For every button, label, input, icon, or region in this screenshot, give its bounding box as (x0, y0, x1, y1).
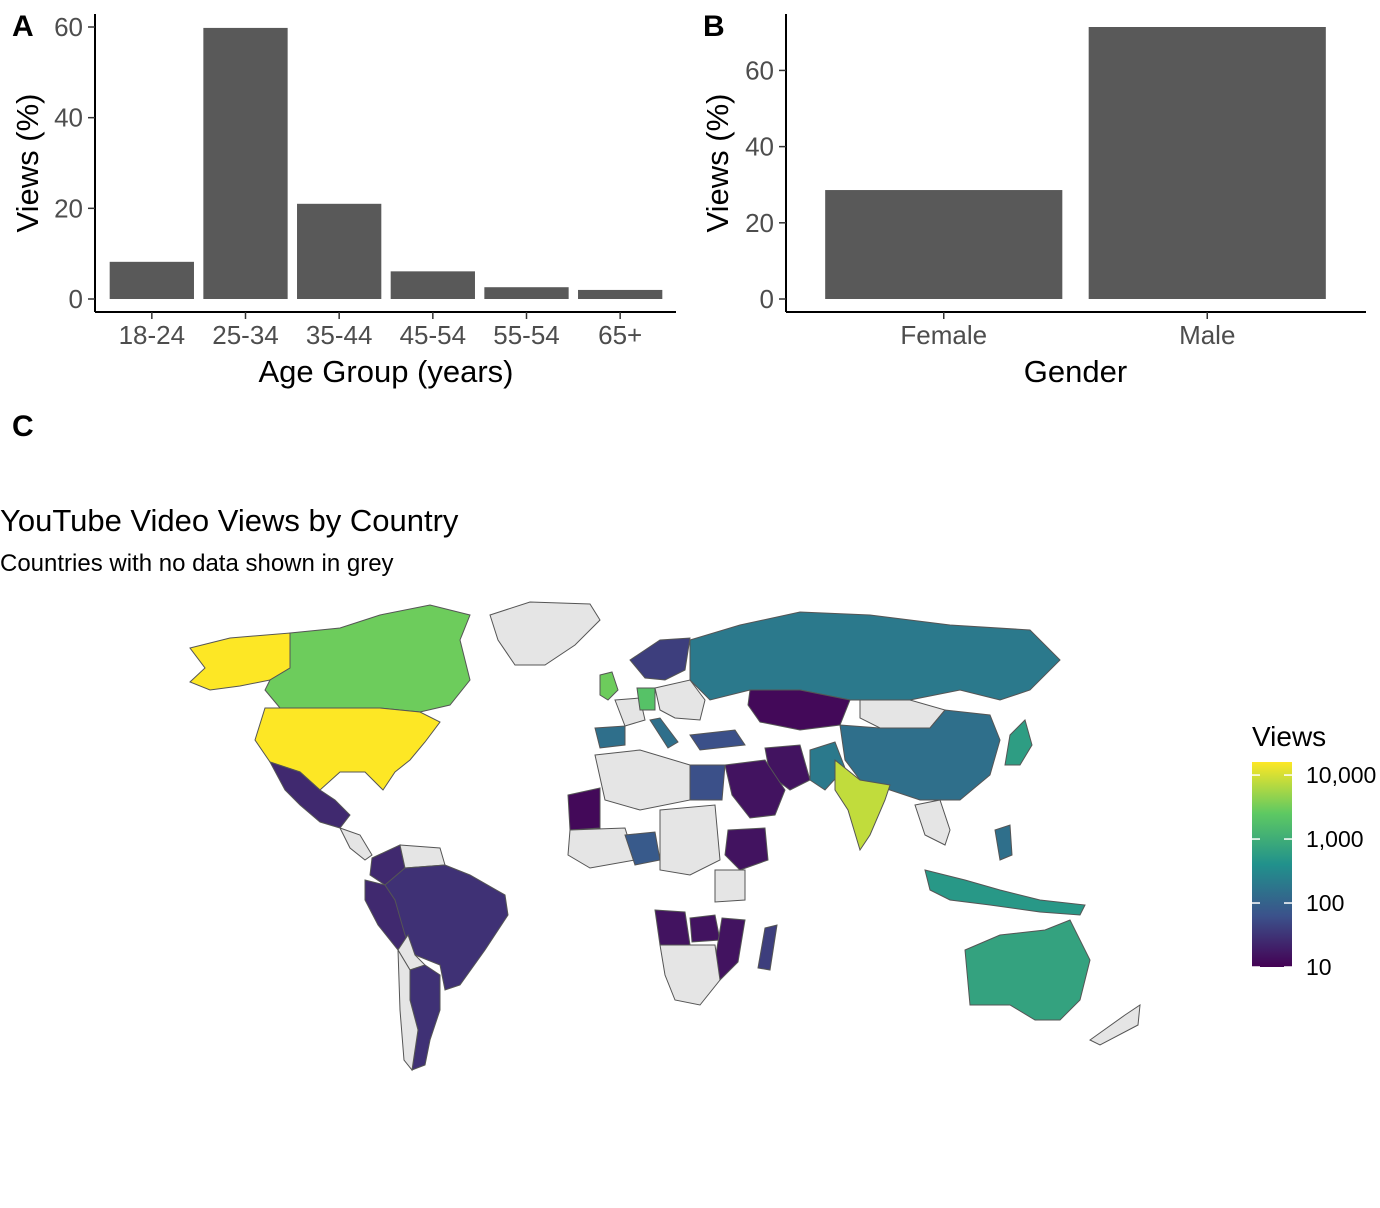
world-map (189, 601, 1141, 1072)
panel-label-b: B (703, 10, 725, 43)
map-region-saudi-arabia (724, 759, 786, 819)
map-region-new-zealand (1089, 1003, 1141, 1046)
gender-y-tick-label: 40 (745, 132, 774, 162)
gender-bar-male (1088, 27, 1326, 299)
map-region-central-africa (659, 804, 721, 876)
age-y-tick-label: 0 (69, 284, 83, 314)
map-region-scandinavia (629, 637, 691, 681)
map-region-zambia (689, 914, 721, 943)
map-region-philippines (994, 824, 1013, 861)
age-x-tick-label: 25-34 (212, 320, 279, 350)
age-bar-35-44 (297, 203, 382, 299)
map-region-japan (1004, 719, 1033, 766)
age-x-tick-label: 65+ (598, 320, 642, 350)
map-region-germany (636, 687, 656, 711)
map-region-madagascar (757, 924, 778, 971)
age-x-tick-label: 55-54 (493, 320, 560, 350)
map-region-canada (264, 604, 471, 713)
map-region-australia (964, 919, 1091, 1021)
age-bar-25-34 (203, 27, 288, 299)
panel-label-a: A (12, 10, 34, 43)
map-region-southern-africa (659, 944, 721, 1006)
map-region-india (834, 758, 891, 852)
map-region-egypt (689, 764, 726, 801)
gender-y-tick-label: 20 (745, 208, 774, 238)
age-bar-18-24 (109, 261, 194, 299)
age-group-bar-chart: 0 20 40 60 18-24 25-34 35-44 45-54 55-54 65+ Age G… (10, 12, 676, 389)
map-region-chile (397, 948, 419, 1072)
map-region-kenya (714, 869, 746, 903)
gender-y-axis-title: Views (%) (700, 94, 735, 233)
age-bar-55-54 (484, 287, 569, 299)
legend-tick-label: 10 (1306, 954, 1332, 980)
map-region-venezuela (399, 844, 446, 869)
map-region-ethiopia (724, 827, 769, 871)
gender-bar-female (825, 190, 1063, 299)
age-x-axis-title: Age Group (years) (259, 354, 514, 389)
map-region-alaska (189, 632, 291, 691)
age-y-tick-label: 60 (54, 12, 83, 42)
map-region-angola (654, 909, 691, 946)
map-region-turkey (689, 729, 746, 751)
age-y-tick-label: 20 (54, 193, 83, 223)
map-region-italy (649, 717, 679, 749)
gender-x-tick-label: Male (1179, 320, 1235, 350)
gender-x-axis-title: Gender (1024, 354, 1127, 389)
map-region-north-africa (594, 749, 691, 811)
legend-tick-label: 10,000 (1306, 762, 1376, 788)
age-x-tick-label: 18-24 (119, 320, 186, 350)
map-region-mozambique (714, 917, 746, 981)
map-region-greenland (489, 601, 601, 666)
map-title: YouTube Video Views by Country (0, 503, 459, 538)
map-region-southeast-asia (914, 799, 951, 846)
age-bar-45-54 (390, 271, 475, 299)
age-x-tick-label: 45-54 (400, 320, 467, 350)
age-bar-65- (578, 289, 663, 299)
legend-title: Views (1252, 721, 1326, 752)
gender-y-tick-label: 0 (760, 284, 774, 314)
panel-label-c: C (12, 410, 34, 443)
map-region-west-africa (567, 827, 636, 869)
legend-tick-label: 1,000 (1306, 826, 1364, 852)
age-y-axis-title: Views (%) (10, 94, 45, 233)
gender-y-tick-label: 60 (745, 55, 774, 85)
legend-colorbar (1252, 762, 1292, 967)
map-region-spain (594, 725, 626, 749)
gender-bar-chart: 0 20 40 60 Female Male Gender Views (%) (700, 14, 1366, 389)
age-x-tick-label: 35-44 (306, 320, 373, 350)
gender-x-tick-label: Female (900, 320, 987, 350)
map-region-indonesia (924, 869, 1086, 916)
map-subtitle: Countries with no data shown in grey (0, 550, 394, 577)
map-region-mongolia (859, 699, 946, 729)
age-y-tick-label: 40 (54, 103, 83, 133)
map-region-russia (689, 611, 1061, 701)
map-legend: Views 10 100 1,000 10,000 (1252, 721, 1376, 980)
map-region-mali (567, 787, 601, 831)
map-region-france (614, 697, 646, 727)
legend-tick-label: 100 (1306, 890, 1344, 916)
map-region-mexico (268, 761, 351, 829)
map-region-kazakhstan (747, 689, 851, 731)
map-region-central-america (339, 827, 373, 861)
map-region-uk (599, 671, 619, 701)
